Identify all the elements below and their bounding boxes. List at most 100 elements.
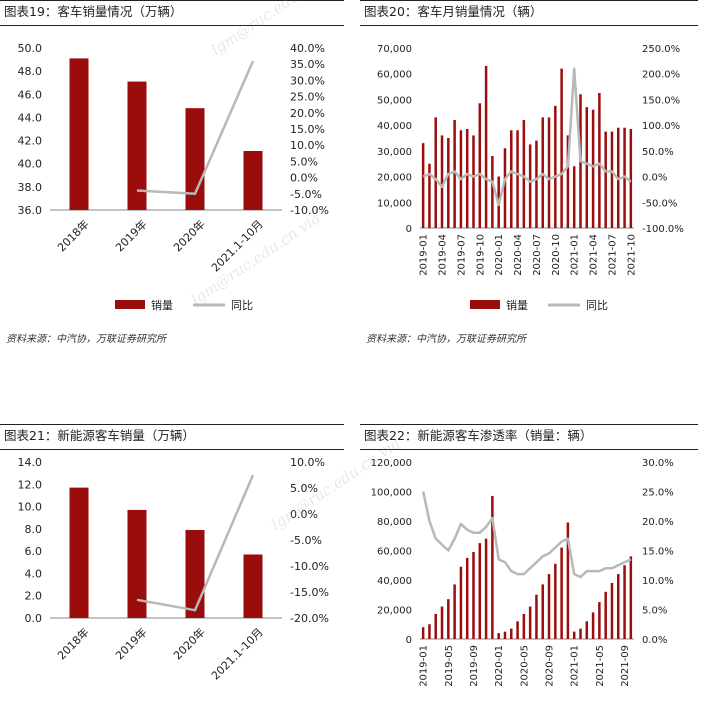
x-tick-label: 2020-01	[494, 645, 505, 687]
bar	[541, 117, 544, 228]
bar	[127, 509, 147, 618]
bar	[617, 574, 620, 639]
y-left-tick-label: 46.0	[18, 88, 43, 101]
bar	[428, 163, 431, 228]
bar	[591, 612, 595, 639]
chart-title-21: 图表21：新能源客车销量（万辆）	[0, 424, 344, 450]
y-left-tick-label: 10.0	[18, 501, 43, 514]
x-tick-label: 2020-04	[513, 234, 524, 276]
y-right-tick-label: 0.0%	[642, 635, 667, 646]
y-right-tick-label: -10.0%	[290, 204, 329, 217]
bar	[243, 150, 263, 210]
y-left-tick-label: 10,000	[377, 198, 412, 209]
y-right-tick-label: -10.0%	[290, 560, 329, 573]
y-right-tick-label: -5.0%	[290, 188, 322, 201]
source-note-19: 资料来源：中汽协，万联证券研究所	[6, 334, 166, 345]
y-right-tick-label: -5.0%	[290, 534, 322, 547]
y-right-tick-label: 25.0%	[290, 91, 325, 104]
bar	[484, 66, 488, 228]
y-right-tick-label: 5.0%	[290, 482, 318, 495]
source-note-20: 资料来源：中汽协，万联证券研究所	[366, 334, 526, 345]
bar	[604, 131, 607, 228]
x-tick-label: 2018年	[54, 625, 91, 662]
x-tick-label: 2020-01	[494, 234, 505, 276]
bar	[421, 143, 425, 228]
x-tick-label: 2020年	[170, 625, 207, 662]
x-tick-label: 2019-09	[469, 645, 480, 687]
bar	[585, 621, 589, 639]
y-left-tick-label: 40,000	[377, 576, 412, 587]
y-left-tick-label: 40.0	[18, 158, 43, 171]
x-tick-label: 2019-04	[438, 234, 449, 276]
y-right-tick-label: 10.0%	[290, 456, 325, 469]
bar	[447, 599, 450, 639]
y-left-tick-label: 60,000	[377, 547, 412, 558]
legend-line-label: 同比	[231, 299, 253, 312]
x-tick-label: 2019-05	[444, 645, 455, 687]
y-left-tick-label: 100,000	[371, 488, 412, 499]
y-right-tick-label: 25.0%	[642, 488, 674, 499]
bar	[535, 594, 538, 639]
y-left-tick-label: 4.0	[25, 567, 43, 580]
bar	[629, 129, 633, 228]
y-left-tick-label: 70,000	[377, 44, 412, 55]
bar	[528, 606, 532, 639]
y-right-tick-label: -15.0%	[290, 586, 329, 599]
x-tick-label: 2021-01	[570, 645, 581, 687]
y-right-tick-label: 0.0%	[290, 508, 318, 521]
bar	[572, 166, 576, 228]
bar	[421, 627, 425, 639]
x-tick-label: 2020-05	[519, 645, 530, 687]
y-right-tick-label: -50.0%	[642, 198, 677, 209]
bar	[503, 148, 507, 228]
y-left-tick-label: 14.0	[18, 456, 43, 469]
bar	[440, 606, 444, 639]
bar	[185, 529, 205, 618]
legend-bar-swatch	[115, 300, 145, 309]
bar	[459, 566, 463, 639]
bar	[69, 487, 89, 618]
bar	[491, 495, 494, 639]
chart-panel-22: 图表22：新能源客车渗透率（销量：辆） 0 20,000 40,000 60,000 8…	[360, 424, 704, 704]
bar	[465, 557, 469, 639]
bar	[547, 574, 551, 639]
bar	[434, 613, 437, 639]
y-right-tick-label: 250.0%	[642, 44, 680, 55]
bar	[478, 103, 482, 228]
bar	[127, 81, 147, 210]
bar	[465, 129, 469, 228]
x-tick-label: 2020-07	[532, 234, 543, 276]
x-tick-label: 2020年	[170, 217, 207, 254]
bar	[503, 631, 507, 639]
x-tick-label: 2021.1-10月	[209, 626, 266, 683]
y-right-tick-label: 10.0%	[642, 576, 674, 587]
y-left-tick-label: 20,000	[377, 173, 412, 184]
bar	[572, 631, 576, 639]
y-left-tick-label: 0.0	[25, 612, 43, 625]
bar	[243, 554, 263, 618]
y-right-tick-label: 40.0%	[290, 42, 325, 55]
bar	[516, 621, 519, 639]
bar	[516, 130, 519, 228]
chart-22: 0 20,000 40,000 60,000 80,000 100,000 120,000 0…	[371, 458, 674, 687]
y-left-tick-label: 0	[406, 224, 412, 235]
y-left-tick-label: 38.0	[18, 181, 43, 194]
legend-line-label: 同比	[586, 299, 608, 312]
line-series	[136, 60, 255, 196]
bar	[478, 543, 482, 639]
bar	[598, 93, 601, 228]
y-left-tick-label: 36.0	[18, 204, 43, 217]
bar	[554, 105, 557, 228]
y-right-tick-label: 50.0%	[642, 147, 674, 158]
chart-20: 0 10,000 20,000 30,000 40,000 50,000 60,000 70,…	[377, 44, 684, 312]
line-series	[422, 67, 632, 207]
y-right-tick-label: 100.0%	[642, 121, 680, 132]
y-left-tick-label: 12.0	[18, 478, 43, 491]
bar	[491, 156, 494, 228]
y-right-tick-label: 15.0%	[642, 547, 674, 558]
x-tick-label: 2019-01	[419, 234, 430, 276]
x-tick-label: 2019年	[112, 217, 149, 254]
y-left-tick-label: 40,000	[377, 121, 412, 132]
y-left-tick-label: 44.0	[18, 111, 43, 124]
x-tick-label: 2019-01	[419, 645, 430, 687]
